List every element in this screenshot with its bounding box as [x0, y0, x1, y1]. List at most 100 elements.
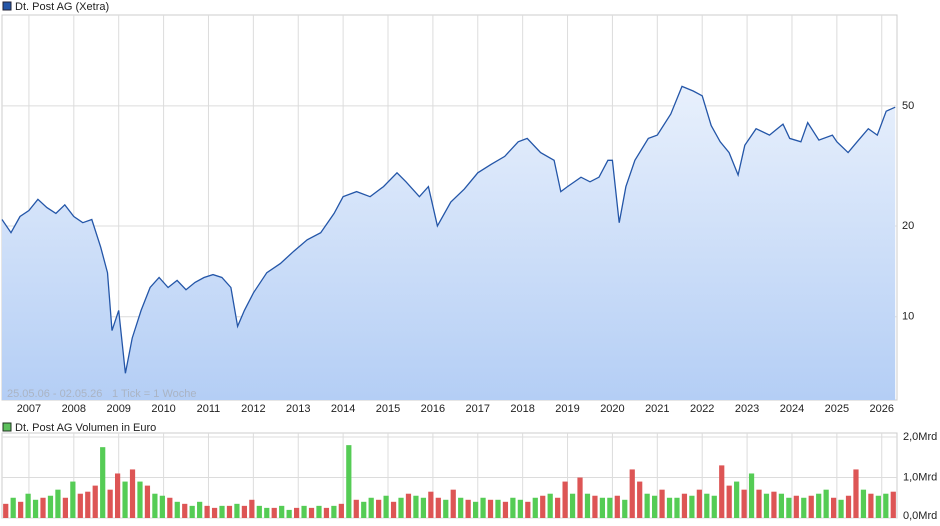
volume-bar	[592, 495, 598, 518]
volume-bar	[211, 507, 218, 518]
x-tick-label: 2017	[466, 403, 490, 415]
y-tick-label: 50	[902, 100, 914, 112]
x-tick-label: 2007	[17, 403, 41, 415]
volume-bar	[92, 485, 98, 518]
volume-bar	[845, 495, 852, 518]
volume-panel: 0,0Mrd 1,0Mrd 2,0Mrd Dt. Post AG Volumen in…	[1, 422, 937, 522]
volume-bar	[860, 489, 867, 518]
volume-bar	[569, 493, 576, 518]
volume-bar	[435, 497, 441, 518]
volume-bar	[689, 495, 695, 518]
volume-bar	[137, 481, 143, 518]
volume-bar	[249, 499, 255, 518]
volume-bar	[346, 445, 352, 518]
volume-bar	[704, 493, 710, 518]
volume-bar	[85, 491, 91, 518]
volume-bar	[510, 497, 516, 518]
volume-bar	[763, 493, 770, 518]
legend-swatch	[2, 422, 12, 432]
x-tick-label: 2021	[645, 403, 669, 415]
x-tick-label: 2020	[600, 403, 624, 415]
volume-bar	[62, 497, 69, 518]
x-tick-label: 2013	[286, 403, 310, 415]
volume-bar	[614, 495, 620, 518]
y-tick-label: 2,0Mrd	[903, 431, 937, 443]
plot-area	[1, 432, 898, 519]
volume-bar	[197, 501, 203, 518]
price-line	[1, 85, 896, 374]
volume-bar	[622, 499, 628, 518]
volume-bar	[465, 499, 471, 518]
x-tick-label: 2009	[106, 403, 130, 415]
volume-bar	[532, 497, 538, 518]
volume-bar	[368, 497, 374, 518]
volume-bar	[129, 469, 136, 518]
volume-bar	[443, 499, 449, 518]
volume-bar	[644, 493, 650, 518]
volume-bar	[562, 481, 568, 518]
volume-bar	[830, 497, 837, 518]
tick-note: 1 Tick = 1 Woche	[112, 388, 196, 400]
volume-bar	[241, 505, 248, 518]
volume-bar	[77, 493, 83, 518]
volume-bar	[458, 497, 464, 518]
volume-bar	[525, 501, 531, 518]
volume-bar	[793, 495, 799, 518]
y-tick-label: 0,0Mrd	[903, 510, 937, 522]
volume-bar	[293, 507, 300, 518]
volume-bar	[472, 501, 479, 518]
volume-bar	[107, 489, 113, 518]
x-tick-label: 2025	[825, 403, 849, 415]
volume-bar	[681, 493, 688, 518]
volume-bar	[734, 481, 740, 518]
y-tick-label: 20	[902, 220, 914, 232]
volume-bar	[413, 495, 419, 518]
volume-bar	[301, 505, 307, 518]
x-tick-label: 2024	[780, 403, 804, 415]
volume-bar	[189, 505, 195, 518]
x-tick-label: 2016	[421, 403, 445, 415]
volume-bar	[450, 489, 456, 518]
volume-bar	[756, 489, 762, 518]
volume-bar	[666, 497, 673, 518]
y-tick-label: 1,0Mrd	[903, 471, 937, 483]
volume-bar	[495, 499, 501, 518]
volume-bar	[741, 489, 747, 518]
volume-bar	[555, 497, 561, 518]
volume-bar	[219, 505, 225, 518]
volume-bar	[331, 505, 337, 518]
volume-bar	[40, 497, 46, 518]
volume-bar	[726, 485, 732, 518]
price-area	[2, 86, 896, 401]
volume-bar	[323, 507, 330, 518]
legend-label: Dt. Post AG Volumen in Euro	[15, 422, 156, 434]
volume-bar	[868, 493, 874, 518]
volume-bar	[256, 505, 262, 518]
volume-bar	[547, 493, 553, 518]
volume-bar	[234, 503, 240, 518]
x-tick-label: 2008	[62, 403, 86, 415]
x-tick-label: 2026	[869, 403, 893, 415]
volume-bar	[152, 493, 158, 518]
volume-bar	[10, 497, 16, 518]
volume-bar	[502, 501, 509, 518]
volume-bar	[823, 489, 829, 518]
volume-bar	[226, 505, 233, 518]
volume-bar	[279, 505, 285, 518]
volume-bar	[838, 499, 844, 518]
y-tick-label: 10	[902, 311, 914, 323]
volume-bar	[487, 499, 494, 518]
volume-bar	[159, 495, 165, 518]
volume-bar	[651, 495, 658, 518]
volume-bar	[286, 509, 292, 518]
volume-bar	[719, 465, 725, 518]
volume-bar	[748, 473, 755, 518]
volume-bar	[629, 469, 635, 518]
volume-bar	[167, 497, 173, 518]
volume-bar	[114, 473, 121, 518]
x-tick-label: 2012	[241, 403, 265, 415]
volume-bar	[338, 503, 344, 518]
volume-bar	[361, 501, 367, 518]
volume-bar	[771, 491, 777, 518]
